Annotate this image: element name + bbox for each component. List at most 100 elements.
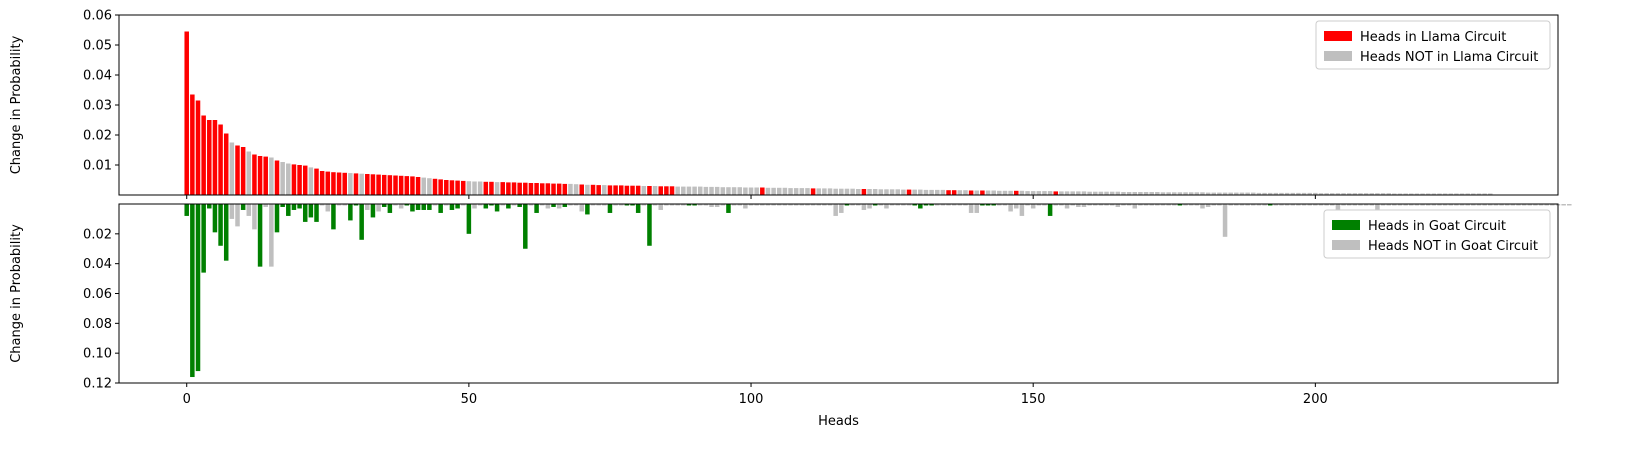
llama-bar-37	[393, 175, 398, 195]
llama-bar-48	[455, 180, 460, 195]
goat-bar-146	[1008, 204, 1013, 212]
llama-bar-119	[855, 189, 861, 195]
goat-bar-204	[1335, 204, 1341, 210]
goat-bar-225	[1454, 204, 1459, 206]
llama-bar-114	[827, 188, 833, 195]
goat-bar-86	[669, 204, 675, 206]
llama-bar-20	[297, 165, 302, 195]
llama-ytick-label: 0.02	[83, 129, 112, 144]
llama-bar-177	[1183, 192, 1188, 195]
llama-bar-58	[511, 182, 517, 195]
llama-bar-66	[556, 183, 562, 195]
llama-bar-217	[1409, 193, 1414, 195]
llama-bar-133	[935, 189, 940, 195]
goat-bar-55	[494, 204, 500, 212]
goat-bar-70	[579, 204, 584, 212]
llama-ytick-label: 0.01	[83, 159, 112, 174]
llama-bar-55	[494, 182, 500, 195]
llama-bar-171	[1149, 192, 1154, 195]
goat-bar-38	[398, 204, 404, 209]
goat-bar-16	[274, 204, 280, 233]
goat-bar-177	[1183, 204, 1188, 206]
llama-bar-6	[218, 124, 223, 195]
goat-bar-153	[1047, 204, 1053, 216]
goat-bar-54	[489, 204, 494, 206]
llama-bar-224	[1448, 193, 1454, 195]
goat-bar-17	[280, 204, 285, 207]
goat-bar-81	[641, 204, 647, 206]
goat-bar-26	[331, 204, 336, 230]
llama-bar-127	[901, 189, 906, 195]
llama-bar-62	[534, 183, 539, 195]
goat-legend-swatch-0	[1332, 220, 1360, 230]
llama-bar-136	[951, 190, 957, 195]
goat-bar-166	[1121, 204, 1126, 206]
llama-bar-168	[1132, 192, 1138, 195]
goat-bar-195	[1284, 204, 1290, 206]
llama-bar-226	[1459, 193, 1465, 195]
goat-bar-218	[1414, 204, 1420, 206]
llama-bar-5	[212, 120, 218, 195]
llama-bar-63	[539, 183, 545, 195]
llama-bar-75	[607, 185, 613, 195]
goat-bar-115	[833, 204, 838, 216]
goat-legend-label-0: Heads in Goat Circuit	[1368, 219, 1506, 234]
goat-bar-53	[483, 204, 489, 209]
goat-bar-197	[1296, 204, 1301, 206]
goat-bar-185	[1228, 204, 1233, 206]
llama-bar-108	[793, 188, 799, 195]
llama-bar-208	[1358, 193, 1363, 195]
goat-bar-237	[1521, 204, 1527, 206]
llama-bar-131	[923, 189, 929, 195]
goat-bar-46	[444, 204, 449, 206]
goat-bar-187	[1239, 204, 1245, 206]
goat-bar-65	[551, 204, 556, 207]
goat-xtick-label: 0	[183, 392, 191, 407]
goat-bar-49	[460, 204, 466, 206]
llama-bar-46	[444, 180, 449, 195]
llama-legend-label-1: Heads NOT in Llama Circuit	[1360, 50, 1538, 65]
goat-bar-167	[1126, 204, 1132, 206]
goat-bar-88	[681, 204, 686, 206]
goat-bar-120	[861, 204, 867, 210]
llama-bar-70	[579, 184, 584, 195]
llama-bar-17	[280, 162, 285, 195]
goat-bar-241	[1544, 204, 1549, 206]
goat-bar-229	[1476, 204, 1482, 206]
goat-bar-91	[697, 204, 703, 206]
goat-bar-78	[624, 204, 630, 206]
goat-bar-130	[918, 204, 923, 209]
llama-legend-swatch-0	[1324, 31, 1352, 41]
llama-bar-134	[940, 189, 946, 195]
goat-bar-126	[895, 204, 901, 206]
goat-bar-152	[1042, 204, 1047, 206]
llama-bar-196	[1290, 192, 1296, 195]
llama-bar-206	[1346, 193, 1352, 195]
llama-bar-140	[974, 190, 980, 195]
llama-bar-219	[1420, 193, 1425, 195]
llama-bar-41	[415, 177, 421, 195]
goat-bar-211	[1375, 204, 1380, 210]
llama-bar-57	[506, 182, 511, 195]
llama-bar-150	[1030, 191, 1036, 195]
llama-bar-12	[252, 154, 257, 195]
goat-bar-151	[1036, 204, 1042, 206]
llama-bar-50	[466, 181, 472, 195]
llama-bar-189	[1251, 192, 1256, 195]
llama-bar-132	[929, 189, 934, 195]
goat-bar-189	[1251, 204, 1256, 206]
llama-bar-198	[1301, 192, 1307, 195]
goat-bar-171	[1149, 204, 1154, 206]
llama-bar-43	[427, 178, 432, 195]
llama-bar-183	[1217, 192, 1222, 195]
llama-bar-161	[1093, 191, 1098, 195]
llama-bar-129	[912, 189, 917, 195]
llama-bar-84	[658, 186, 663, 195]
goat-bar-181	[1205, 204, 1211, 207]
llama-bar-162	[1098, 191, 1104, 195]
goat-bar-4	[207, 204, 212, 209]
llama-bar-214	[1392, 193, 1397, 195]
llama-bar-175	[1172, 192, 1177, 195]
llama-bar-27	[336, 172, 342, 195]
llama-circuit-panel: 0.01 0.02 0.03 0.04 0.05 0.06 Change in Probab…	[9, 9, 1559, 199]
